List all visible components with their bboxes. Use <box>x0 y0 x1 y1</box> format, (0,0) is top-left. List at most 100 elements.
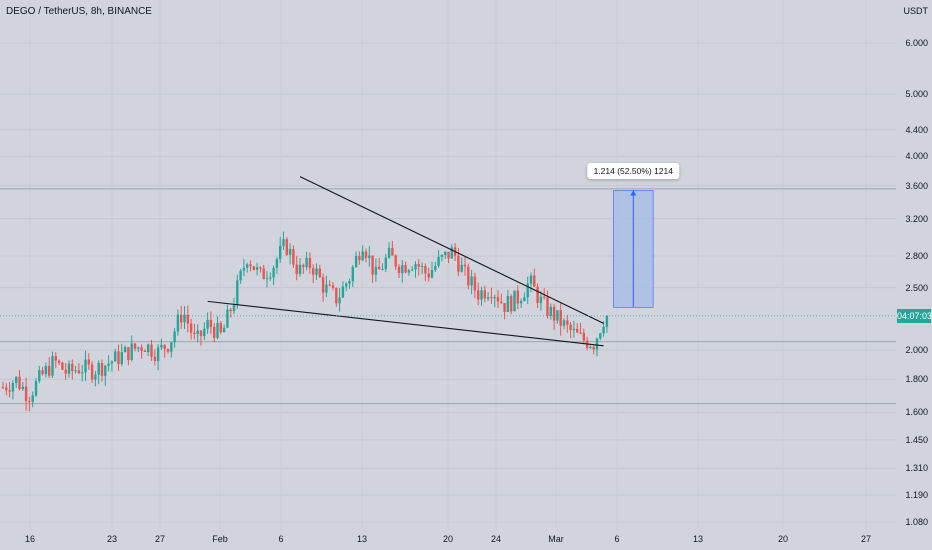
chart-plot-area[interactable]: DEGO / TetherUS, 8h, BINANCE 1.214 (52.5… <box>0 0 896 530</box>
candle-body <box>265 278 269 280</box>
candle-body <box>546 297 549 316</box>
candle-body <box>8 390 11 392</box>
candle-body <box>592 347 595 350</box>
candle-body <box>457 255 460 272</box>
time-tick-label: 27 <box>860 534 872 544</box>
candle-body <box>28 401 31 403</box>
candle-body <box>189 323 193 333</box>
candle-body <box>226 309 229 328</box>
time-tick-label: 20 <box>442 534 454 544</box>
candle-body <box>97 362 100 375</box>
candle-body <box>364 251 368 259</box>
candle-body <box>341 286 345 298</box>
candle-body <box>64 369 67 374</box>
candle-body <box>486 297 490 299</box>
candle-body <box>460 264 463 272</box>
candle-body <box>387 247 391 258</box>
candle-body <box>562 320 566 326</box>
candle-body <box>536 286 539 304</box>
candle-body <box>90 364 94 380</box>
candle-body <box>153 356 156 362</box>
candle-body <box>569 324 572 331</box>
candle-body <box>57 360 61 363</box>
candle-body <box>450 247 453 259</box>
candle-body <box>180 314 183 323</box>
time-tick-label: 16 <box>24 534 36 544</box>
candle-body <box>34 381 38 396</box>
candle-body <box>31 395 34 402</box>
candle-body <box>427 273 430 278</box>
measure-label: 1.214 (52.50%) 1214 <box>587 163 679 180</box>
candle-body <box>510 296 513 312</box>
price-tick-label: 1.310 <box>905 463 928 474</box>
candle-body <box>354 256 358 268</box>
candle-body <box>345 283 348 287</box>
candle-body <box>249 264 252 267</box>
candle-body <box>176 314 180 332</box>
candle-body <box>599 333 602 339</box>
candle-body <box>203 328 206 337</box>
candle-body <box>94 374 97 380</box>
candle-body <box>368 255 371 259</box>
time-tick-label: 20 <box>777 534 789 544</box>
currency-label[interactable]: USDT <box>903 6 929 16</box>
time-axis[interactable]: 16 23 27 Feb 6 13 20 24 Mar 6 13 20 27 <box>0 530 896 550</box>
candle-body <box>576 328 579 333</box>
candle-body <box>552 306 556 321</box>
price-tick-label: 5.000 <box>905 89 928 99</box>
candle-body <box>579 332 582 334</box>
candle-body <box>183 314 186 323</box>
price-tick-label: 2.000 <box>905 344 928 355</box>
candle-body <box>496 297 500 302</box>
candle-body <box>219 322 222 333</box>
candle-body <box>213 326 216 338</box>
candle-body <box>229 309 232 312</box>
candle-body <box>295 264 298 275</box>
time-tick-label: 23 <box>106 534 118 544</box>
candle-body <box>559 310 562 326</box>
candle-body <box>206 319 209 329</box>
symbol-title[interactable]: DEGO / TetherUS, 8h, BINANCE <box>6 6 152 17</box>
candle-body <box>222 327 226 333</box>
candle-body <box>407 270 411 273</box>
candle-body <box>589 347 592 349</box>
price-tick-label: 1.450 <box>905 434 928 445</box>
chart-canvas[interactable] <box>0 0 896 530</box>
candle-body <box>533 275 536 287</box>
candle-body <box>434 265 437 270</box>
candle-body <box>18 376 21 390</box>
price-tick-label: 1.190 <box>905 490 928 501</box>
candle-body <box>331 285 335 288</box>
candle-body <box>503 303 506 312</box>
candle-body <box>114 351 117 362</box>
candle-body <box>572 328 576 331</box>
candle-body <box>529 275 533 284</box>
candle-body <box>259 267 262 269</box>
price-tick-label: 4.000 <box>905 151 928 162</box>
price-tick-label: 2.800 <box>905 250 928 261</box>
candle-body <box>54 356 57 361</box>
candle-body <box>262 268 265 280</box>
candle-body <box>15 376 18 383</box>
time-tick-label: 27 <box>154 534 166 544</box>
trendline-upper <box>299 176 604 324</box>
candle-body <box>77 370 81 374</box>
candle-body <box>506 296 510 312</box>
candle-body <box>361 251 364 261</box>
candle-body <box>302 264 305 267</box>
candle-body <box>279 245 282 260</box>
candle-body <box>411 269 414 271</box>
candle-body <box>378 266 381 270</box>
price-tick-label: 2.500 <box>905 282 928 293</box>
price-axis[interactable]: USDT 6.000 5.000 4.400 4.000 3.600 3.200 2.800… <box>896 0 932 550</box>
candle-body <box>1 387 5 389</box>
candle-body <box>539 296 543 304</box>
price-tick-label: 1.800 <box>905 374 928 385</box>
candle-body <box>523 297 526 302</box>
candle-body <box>467 266 470 286</box>
candle-body <box>5 387 8 391</box>
candle-body <box>38 370 41 382</box>
price-tick-label: 6.000 <box>905 38 928 49</box>
price-tick-label: 4.400 <box>905 124 928 135</box>
